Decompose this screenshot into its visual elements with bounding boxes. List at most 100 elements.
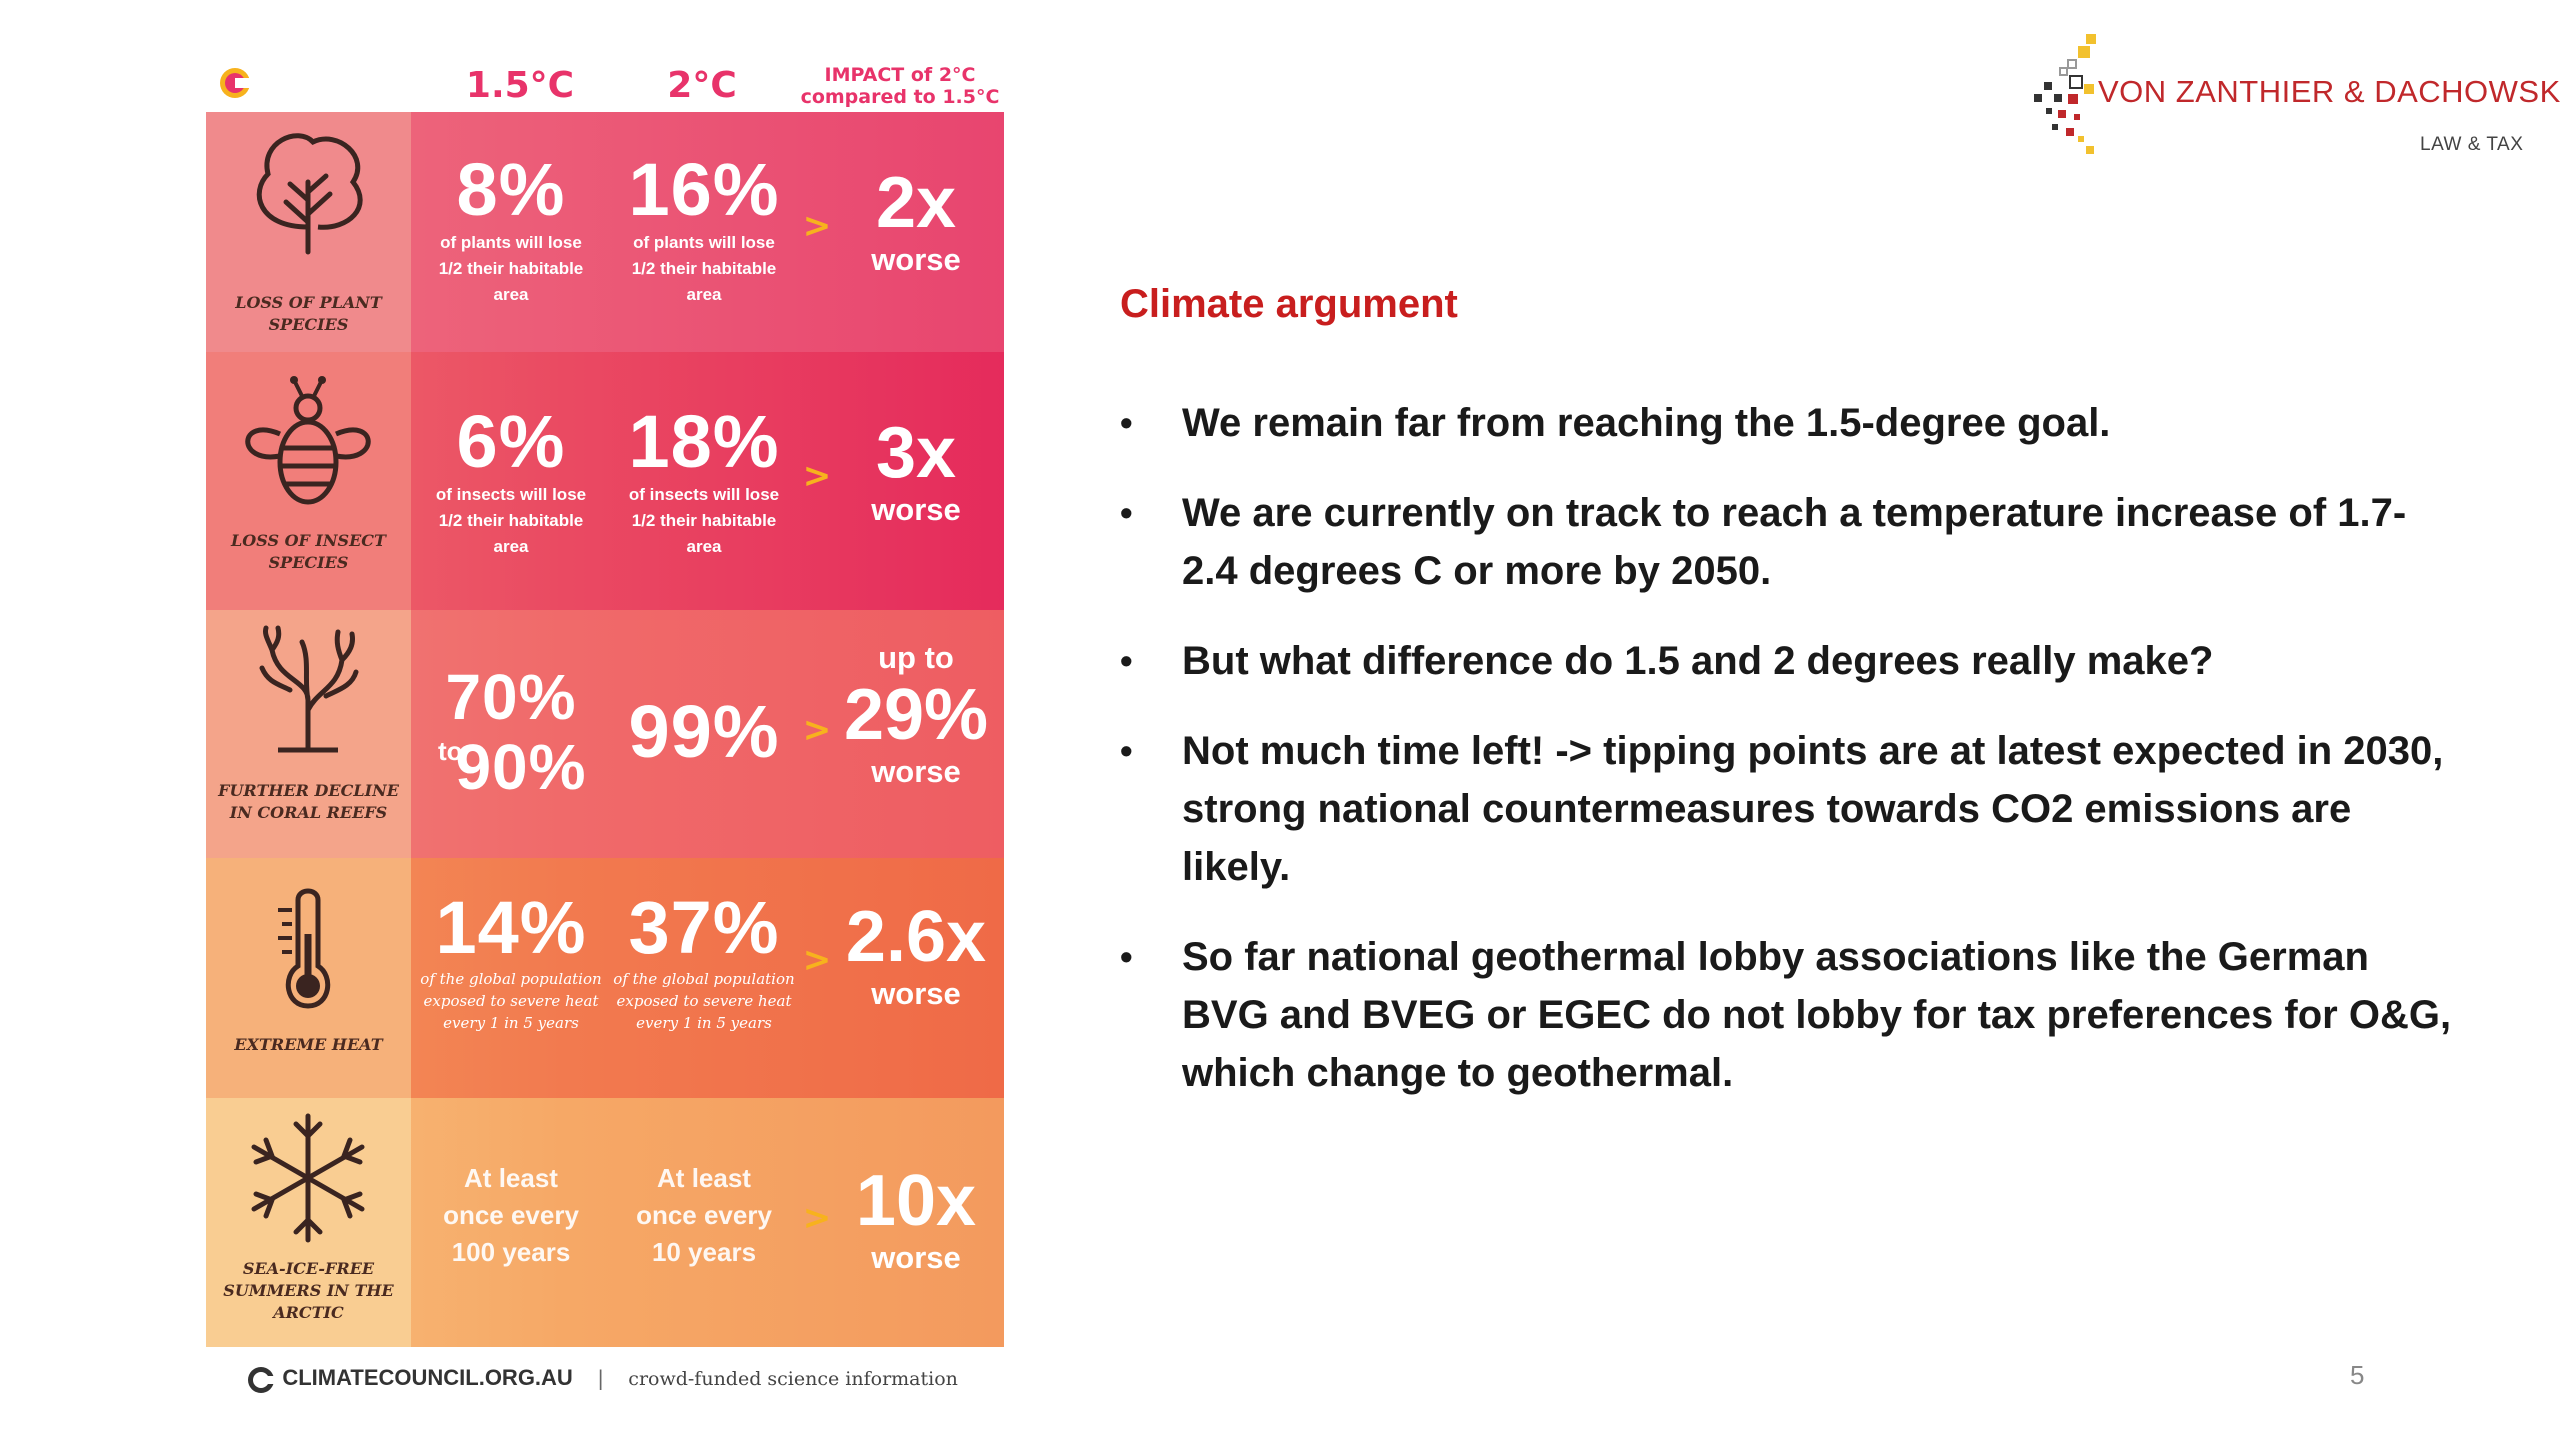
header-impact-line1: IMPACT of 2°C [824,64,976,86]
bullet-item: • We are currently on track to reach a te… [1120,484,2460,600]
value-1-5: At least once every 100 years [416,1160,606,1271]
bullet-list: • We remain far from reaching the 1.5-deg… [1120,394,2460,1134]
bullet-icon: • [1120,730,1133,771]
value-desc: of insects will lose 1/2 their habitable… [435,485,587,556]
impact-sub: worse [871,242,961,277]
value-2: 16% of plants will lose 1/2 their habita… [609,150,799,308]
row-label: FURTHER DECLINE IN CORAL REEFS [218,781,399,822]
impact-value: 2.6x worse [831,898,1001,1012]
value-1-5: 70% to 90% [416,662,606,802]
value-big: 99% [628,690,780,773]
footer-tagline: crowd-funded science information [628,1368,958,1390]
arrow-icon: > [802,940,832,980]
row-arctic: SEA-ICE-FREE SUMMERS IN THE ARCTIC At le… [206,1098,1004,1347]
icon-cell: EXTREME HEAT [206,858,411,1098]
coral-icon [259,625,359,753]
bullet-text: Not much time left! -> tipping points ar… [1182,729,2444,889]
header-1-5-degrees: 1.5°C [465,65,575,106]
arrow-icon: > [802,206,832,246]
impact-mult: 2.6x [845,897,987,977]
snowflake-icon [251,1113,365,1243]
icon-cell: SEA-ICE-FREE SUMMERS IN THE ARCTIC [206,1098,411,1347]
footer-brand: CLIMATECOUNCIL.ORG.AU [282,1365,573,1390]
row-label: LOSS OF INSECT SPECIES [231,531,386,572]
infographic-footer: CLIMATECOUNCIL.ORG.AU | crowd-funded sci… [246,1360,958,1396]
row-plant-species: LOSS OF PLANT SPECIES 8% of plants will … [206,112,1004,352]
slide-title: Climate argument [1120,282,1458,326]
icon-cell: LOSS OF INSECT SPECIES [206,352,411,610]
impact-value: 10x worse [831,1162,1001,1276]
value-2: 99% [609,692,799,772]
bullet-icon: • [1120,640,1133,681]
header-impact: IMPACT of 2°C compared to 1.5°C [795,64,1005,116]
value-2: 37% of the global population exposed to … [609,888,799,1034]
value-big-a: 70% [445,661,577,733]
tree-icon [256,133,363,255]
value-big: 8% [456,148,566,231]
impact-sub: worse [871,754,961,789]
value-desc: of the global population exposed to seve… [420,970,602,1032]
value-range: to 90% [416,732,606,802]
impact-value: 3x worse [831,414,1001,528]
icon-cell: FURTHER DECLINE IN CORAL REEFS [206,610,411,858]
value-1-5: 6% of insects will lose 1/2 their habita… [416,402,606,560]
impact-mult: 3x [875,413,957,493]
value-desc: of plants will lose 1/2 their habitable … [631,233,777,304]
impact-value: 2x worse [831,164,1001,278]
row-extreme-heat: EXTREME HEAT 14% of the global populatio… [206,858,1004,1098]
row-label: EXTREME HEAT [234,1035,383,1054]
law-firm-name: VON ZANTHIER & DACHOWSKI [2098,74,2560,109]
footer-separator: | [597,1366,604,1390]
value-desc: of insects will lose 1/2 their habitable… [628,485,780,556]
impact-sub: worse [871,1240,961,1275]
header-2-degrees: 2°C [667,65,737,106]
climate-council-logo-icon [220,68,251,98]
climate-infographic: LOSS OF PLANT SPECIES 8% of plants will … [206,112,1004,1347]
value-big: 6% [456,400,566,483]
bullet-text: So far national geothermal lobby associa… [1182,935,2452,1095]
impact-value: up to 29% worse [831,640,1001,790]
value-big: 16% [628,148,780,231]
bullet-text: We are currently on track to reach a tem… [1182,491,2407,593]
row-insect-species: LOSS OF INSECT SPECIES 6% of insects wil… [206,352,1004,610]
bullet-item: • But what difference do 1.5 and 2 degree… [1120,632,2460,690]
bullet-text: We remain far from reaching the 1.5-degr… [1182,401,2111,445]
impact-mult: 2x [875,163,957,243]
climate-council-footer-icon [248,1366,275,1393]
bee-icon [245,376,371,505]
value-desc: of plants will lose 1/2 their habitable … [438,233,584,304]
impact-sub: worse [871,492,961,527]
value-text: At least once every 10 years [636,1163,772,1267]
impact-mult: 10x [855,1161,977,1241]
value-big: 14% [435,886,587,969]
value-2: 18% of insects will lose 1/2 their habit… [609,402,799,560]
row-coral-reefs: FURTHER DECLINE IN CORAL REEFS 70% to 90… [206,610,1004,858]
value-to: to [438,736,463,766]
page-number: 5 [2350,1360,2365,1390]
row-label: LOSS OF PLANT SPECIES [235,293,382,334]
header-impact-line2: compared to 1.5°C [800,86,1000,108]
value-big: 37% [628,886,780,969]
value-big: 18% [628,400,780,483]
value-1-5: 8% of plants will lose 1/2 their habitab… [416,150,606,308]
bullet-icon: • [1120,936,1133,977]
law-firm-subtitle: LAW & TAX [2420,134,2524,155]
impact-pre: up to [878,640,954,675]
value-desc: of the global population exposed to seve… [613,970,795,1032]
row-label: SEA-ICE-FREE SUMMERS IN THE ARCTIC [223,1259,394,1322]
thermometer-icon [278,888,331,1009]
arrow-icon: > [802,456,832,496]
bullet-item: • We remain far from reaching the 1.5-deg… [1120,394,2460,452]
impact-mult: 29% [843,675,989,755]
bullet-icon: • [1120,492,1133,533]
value-big-b: 90% [455,731,587,803]
impact-sub: worse [871,976,961,1011]
value-text: At least once every 100 years [443,1163,579,1267]
bullet-icon: • [1120,402,1133,443]
arrow-icon: > [802,710,832,750]
value-1-5: 14% of the global population exposed to … [416,888,606,1034]
bullet-item: • So far national geothermal lobby associ… [1120,928,2460,1102]
value-2: At least once every 10 years [609,1160,799,1271]
bullet-item: • Not much time left! -> tipping points a… [1120,722,2460,896]
icon-cell: LOSS OF PLANT SPECIES [206,112,411,352]
